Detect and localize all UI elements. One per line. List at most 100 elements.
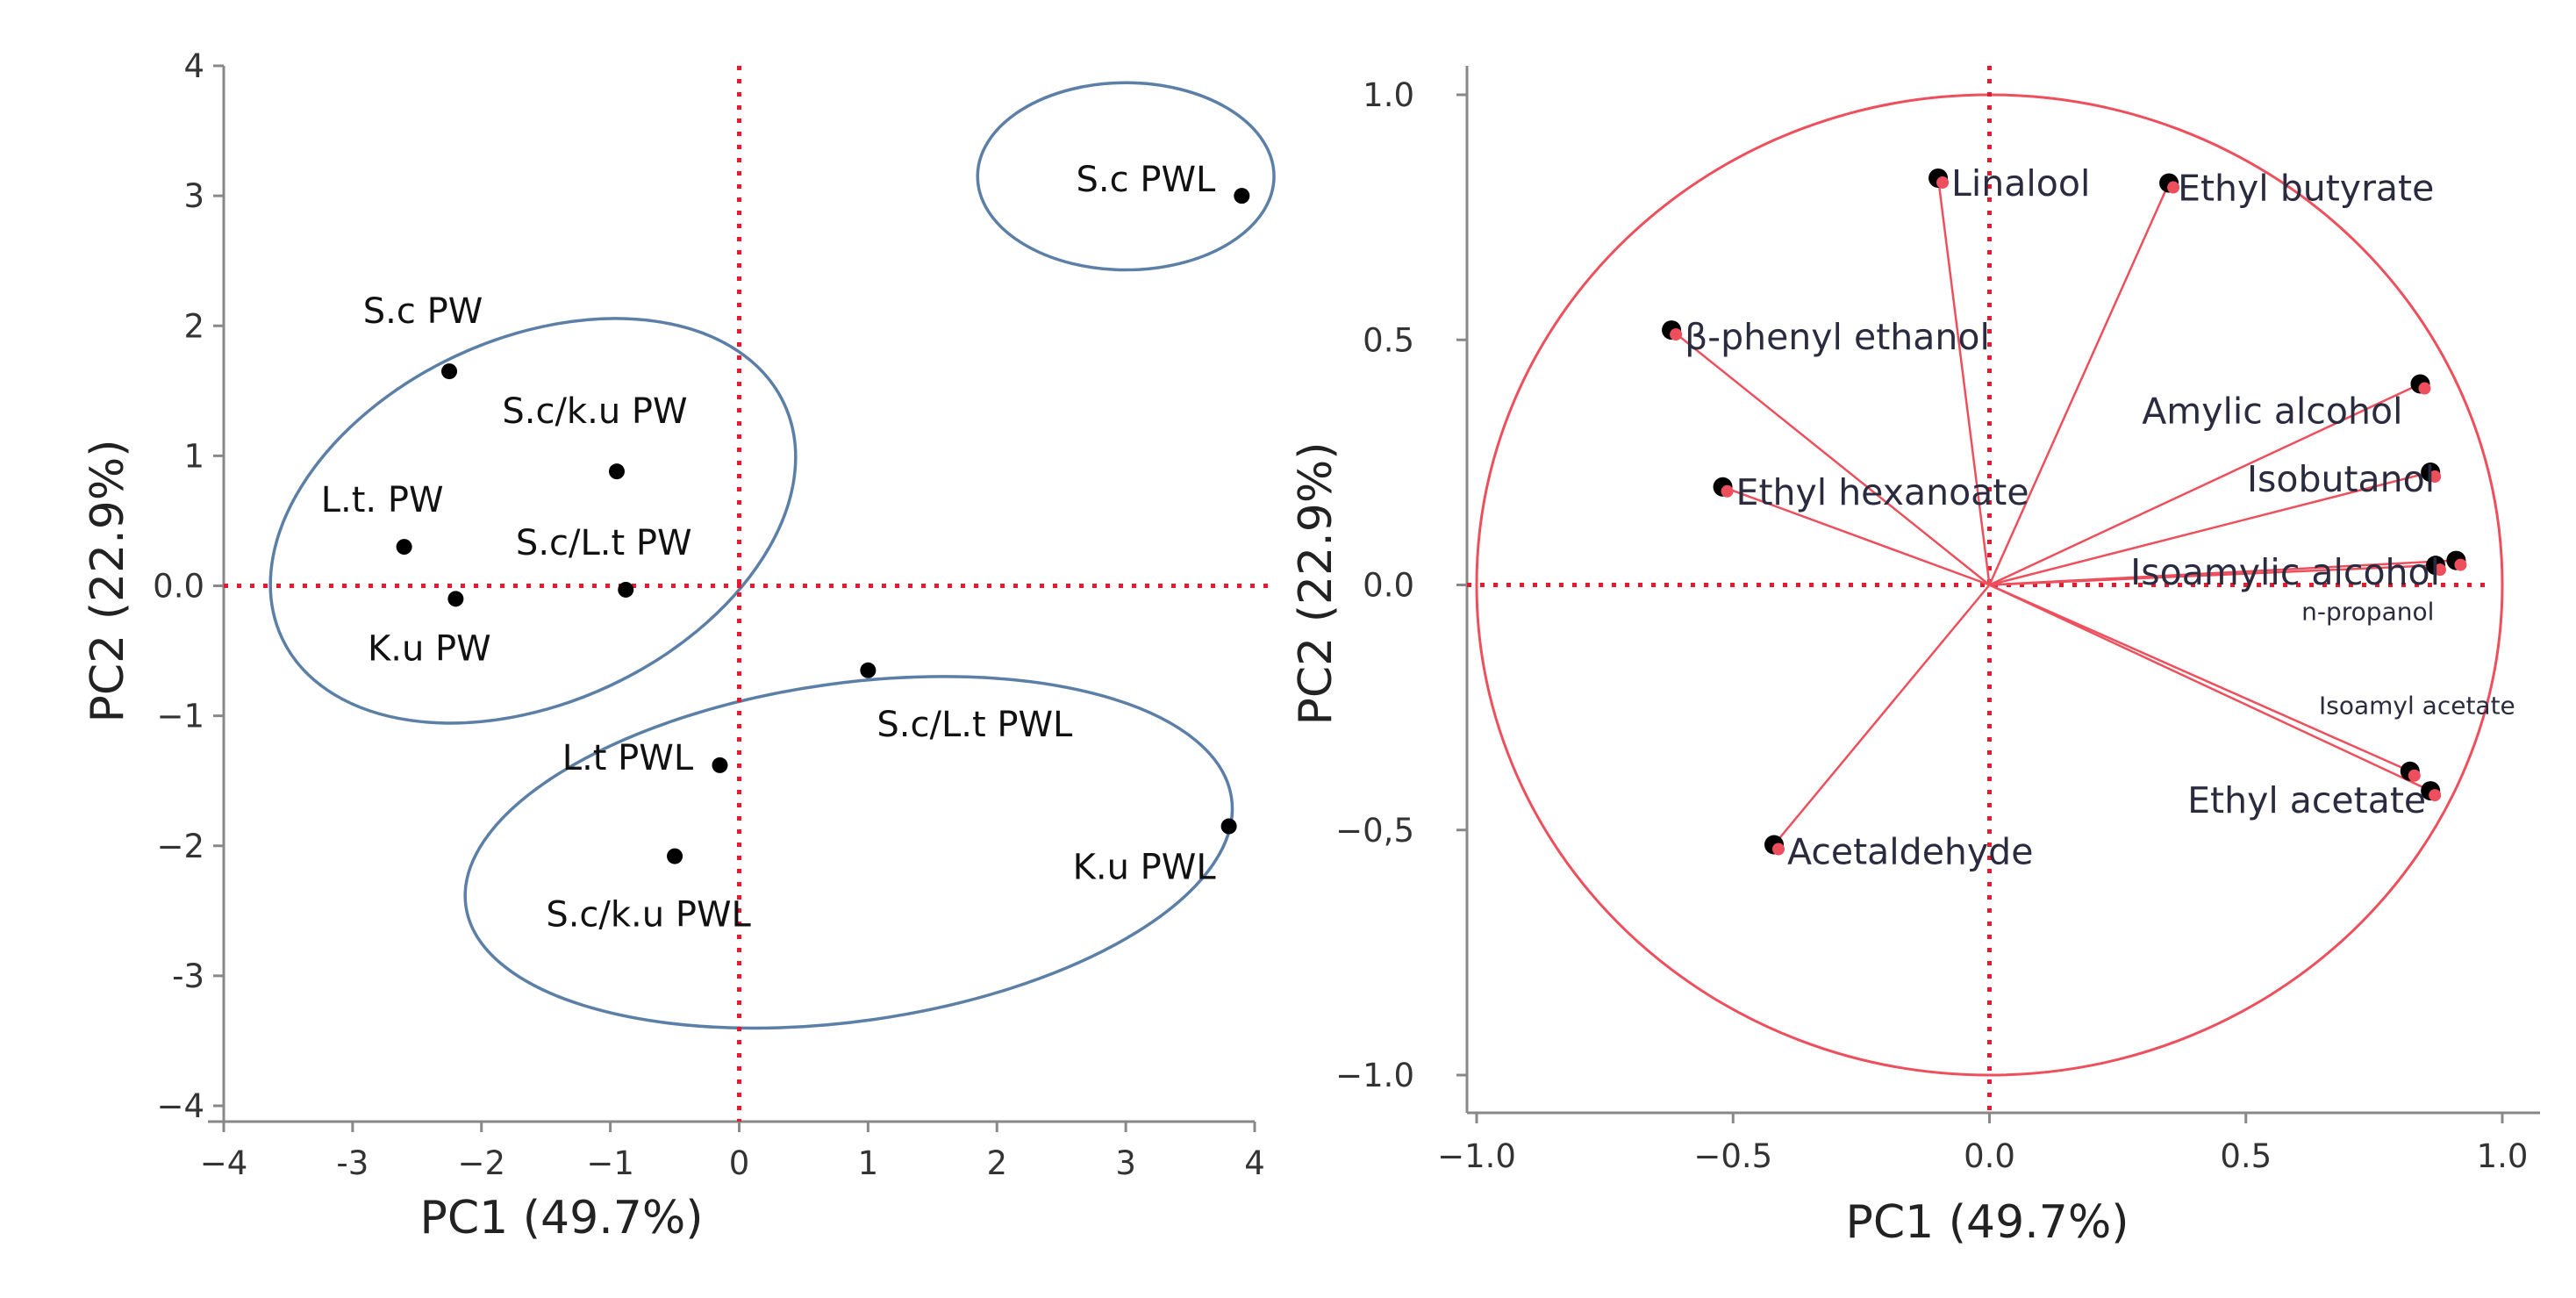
loading-label-n-propanol: n-propanol [2301,598,2434,627]
score-x-ticks: −4 -3 −2 −1 0 1 2 3 4 [200,1122,1265,1182]
score-point-s-c-k-u-pw [608,463,625,480]
loading-arrowhead-n-propanol [2454,558,2467,571]
loading-y-tick-label: −1.0 [1335,1057,1414,1094]
score-y-tick-label: 4 [183,47,204,85]
loading-arrowhead-isoamyl-acetate [2408,769,2421,782]
score-label-s-c-l-t-pwl: S.c/L.t PWL [877,705,1073,745]
loading-x-tick-label: 0.5 [2220,1137,2272,1175]
vector-isoamyl-acetate [1988,584,2411,772]
score-y-tick-label: -3 [172,957,204,995]
score-y-tick-label: −2 [156,828,204,865]
vector-beta-phenyl-ethanol [1671,329,1991,586]
loading-arrowhead-ethyl-hexanoate [1721,484,1734,498]
loading-label-isoamylic-alcohol: Isoamylic alcohol [2130,551,2440,593]
loading-arrowhead-ethyl-acetate [2429,789,2442,802]
score-x-tick-label: −2 [457,1144,505,1182]
loading-arrowhead-ethyl-butyrate [2167,181,2180,194]
vector-acetaldehyde [1773,584,1991,846]
score-point-s-c-pw [441,363,458,380]
score-axes-frame [208,66,1255,1123]
score-label-k-u-pwl: K.u PWL [1073,848,1217,888]
score-label-s-c-l-t-pw: S.c/L.t PW [516,523,692,563]
loading-label-ethyl-acetate: Ethyl acetate [2187,779,2426,821]
score-y-tick-label: 1 [183,437,204,475]
score-x-tick-label: -3 [336,1144,369,1182]
loading-x-axis-title: PC1 (49.7%) [1845,1196,2129,1249]
loading-arrowhead-acetaldehyde [1772,843,1785,856]
score-x-tick-label: 2 [986,1144,1007,1182]
loading-arrowhead-isobutanol [2429,470,2442,484]
score-x-tick-label: 3 [1115,1144,1136,1182]
loading-reference-lines [1467,66,2492,1113]
score-y-axis-title: PC2 (22.9%) [82,439,134,722]
score-point-l-t-pw [396,539,412,556]
score-plot: −4 -3 −2 −1 0 1 2 3 4 −4 -3 −2 −1 0.0 1 2 3 4 S.c PWL S.c… [82,47,1277,1244]
vector-linalool [1936,177,1991,585]
score-point-k-u-pwl [1220,818,1237,835]
loading-label-amylic-alcohol: Amylic alcohol [2142,391,2402,433]
score-x-tick-label: 4 [1244,1144,1265,1182]
loading-axes-frame [1465,66,2540,1115]
score-x-tick-label: 1 [858,1144,879,1182]
loading-x-tick-label: 0.0 [1964,1137,2015,1175]
score-x-tick-label: −1 [586,1144,634,1182]
loading-label-isoamyl-acetate: Isoamyl acetate [2319,692,2515,721]
loading-y-tick-label: 1.0 [1363,76,1414,114]
loading-label-isobutanol: Isobutanol [2247,458,2435,500]
loading-arrowhead-beta-phenyl-ethanol [1670,328,1683,341]
loading-label-ethyl-butyrate: Ethyl butyrate [2178,168,2434,210]
loading-x-ticks: −1.0 −0.5 0.0 0.5 1.0 [1437,1113,2528,1175]
score-label-s-c-pwl: S.c PWL [1077,160,1216,200]
score-x-tick-label: 0 [729,1144,750,1182]
vector-n-propanol [1989,559,2457,586]
vector-isobutanol [1989,470,2431,586]
loading-x-tick-label: −1.0 [1437,1137,1516,1175]
loading-labels: Linalool Ethyl butyrate β-phenyl ethanol Am… [1685,162,2515,873]
score-y-tick-label: 2 [183,307,204,345]
score-point-s-c-l-t-pwl [860,662,877,678]
group-ellipse-pwl [463,675,1234,1030]
score-y-tick-label: −4 [156,1087,204,1125]
score-y-tick-label: 3 [183,177,204,215]
score-label-l-t-pw: L.t. PW [321,480,444,520]
score-points [396,188,1250,864]
loading-label-acetaldehyde: Acetaldehyde [1787,831,2033,873]
score-label-l-t-pwl: L.t PWL [562,738,694,778]
loading-y-tick-label: 0.0 [1363,567,1414,605]
score-label-s-c-k-u-pw: S.c/k.u PW [502,391,687,432]
score-ellipses [268,81,1276,1030]
loading-y-ticks: −1.0 −0,5 0.0 0.5 1.0 [1335,76,1467,1094]
group-ellipse-pw [268,317,798,725]
vector-amylic-alcohol [1988,383,2422,586]
loading-arrowhead-amylic-alcohol [2418,382,2431,395]
loading-y-tick-label: −0,5 [1335,812,1414,850]
score-x-tick-label: −4 [200,1144,248,1182]
score-y-tick-label: −1 [156,698,204,735]
score-point-l-t-pwl [712,757,728,773]
loading-plot: −1.0 −0.5 0.0 0.5 1.0 −1.0 −0,5 0.0 0.5 1.0 Lina… [1290,66,2540,1249]
score-labels: S.c PWL S.c PW S.c/k.u PW L.t. PW S.c/L.t PW… [321,160,1217,935]
loading-label-beta-phenyl-ethanol: β-phenyl ethanol [1685,316,1990,358]
loading-vectors [1671,177,2457,846]
vector-ethyl-hexanoate [1722,485,1990,586]
score-x-axis-title: PC1 (49.7%) [419,1192,703,1244]
score-point-s-c-k-u-pwl [667,848,683,864]
vector-ethyl-acetate [1988,584,2431,792]
vector-ethyl-butyrate [1988,183,2171,586]
group-ellipse-s-c-pwl [976,81,1276,272]
score-point-k-u-pw [447,591,464,607]
score-y-tick-label: 0.0 [153,568,204,606]
loading-label-ethyl-hexanoate: Ethyl hexanoate [1736,471,2029,513]
loading-arrowhead-linalool [1936,176,1950,189]
loading-label-linalool: Linalool [1951,162,2090,204]
score-point-s-c-pwl [1234,188,1250,204]
loading-arrowhead-isoamylic-alcohol [2434,563,2447,577]
score-reference-lines [224,66,1277,1122]
score-label-s-c-k-u-pwl: S.c/k.u PWL [546,895,751,936]
loading-points [1662,168,2467,856]
score-label-k-u-pw: K.u PW [368,628,491,669]
loading-x-tick-label: 1.0 [2477,1137,2529,1175]
loading-y-axis-title: PC2 (22.9%) [1290,441,1342,725]
loading-x-tick-label: −0.5 [1693,1137,1772,1175]
